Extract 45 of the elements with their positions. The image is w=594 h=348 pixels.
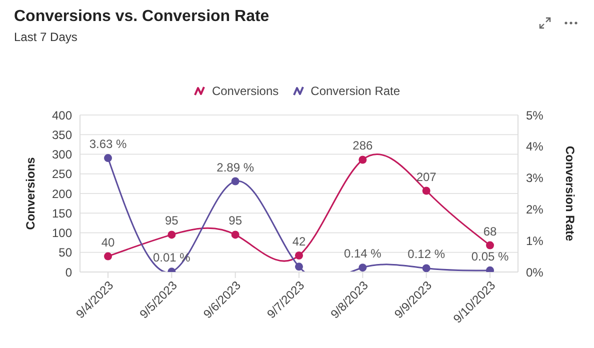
data-label: 40 bbox=[101, 235, 115, 250]
y-axis-title: Conversions bbox=[23, 156, 38, 230]
data-label: 42 bbox=[292, 234, 306, 249]
data-label: 3.63 % bbox=[89, 137, 128, 152]
y2-tick-label: 5% bbox=[526, 108, 544, 122]
y-tick-label: 0 bbox=[65, 265, 72, 280]
y-tick-label: 300 bbox=[52, 148, 72, 162]
point bbox=[486, 241, 494, 250]
y2-tick-label: 0% bbox=[526, 265, 544, 280]
point bbox=[104, 154, 112, 162]
y-tick-label: 150 bbox=[52, 206, 72, 220]
point bbox=[422, 264, 430, 272]
y-tick-label: 400 bbox=[52, 108, 72, 122]
point bbox=[358, 264, 367, 272]
y2-tick-label: 2% bbox=[526, 202, 544, 216]
data-label: 95 bbox=[228, 214, 242, 228]
point bbox=[168, 230, 176, 239]
data-label: 2.89 % bbox=[216, 160, 254, 174]
point bbox=[358, 156, 367, 164]
y-tick-label: 200 bbox=[52, 186, 72, 201]
y2-tick-label: 4% bbox=[526, 140, 544, 154]
y2-tick-label: 3% bbox=[526, 171, 544, 186]
data-label: 286 bbox=[352, 138, 373, 153]
data-label: 95 bbox=[164, 214, 179, 228]
data-label: 0.05 % bbox=[471, 249, 510, 264]
legend-label: Conversions bbox=[210, 84, 279, 98]
point bbox=[104, 252, 112, 260]
legend-label: Conversion Rate bbox=[310, 84, 400, 98]
chart-title: Conversions vs. Conversion Rate bbox=[14, 8, 270, 26]
data-label: 0.14 % bbox=[344, 246, 382, 261]
y-tick-label: 250 bbox=[52, 167, 72, 182]
point bbox=[231, 177, 240, 186]
point bbox=[295, 262, 303, 271]
point bbox=[295, 252, 303, 260]
point bbox=[422, 186, 430, 195]
y2-axis-title: Conversion Rate bbox=[562, 146, 577, 242]
y2-tick-label: 1% bbox=[526, 234, 544, 248]
y-tick-label: 350 bbox=[52, 128, 72, 142]
data-label: 68 bbox=[483, 224, 497, 238]
chart-subtitle: Last 7 Days bbox=[14, 30, 78, 44]
data-label: 207 bbox=[416, 170, 437, 184]
data-label: 0.12 % bbox=[408, 247, 446, 262]
point bbox=[231, 230, 240, 239]
y-tick-label: 100 bbox=[52, 226, 72, 240]
y-tick-label: 50 bbox=[58, 246, 72, 260]
